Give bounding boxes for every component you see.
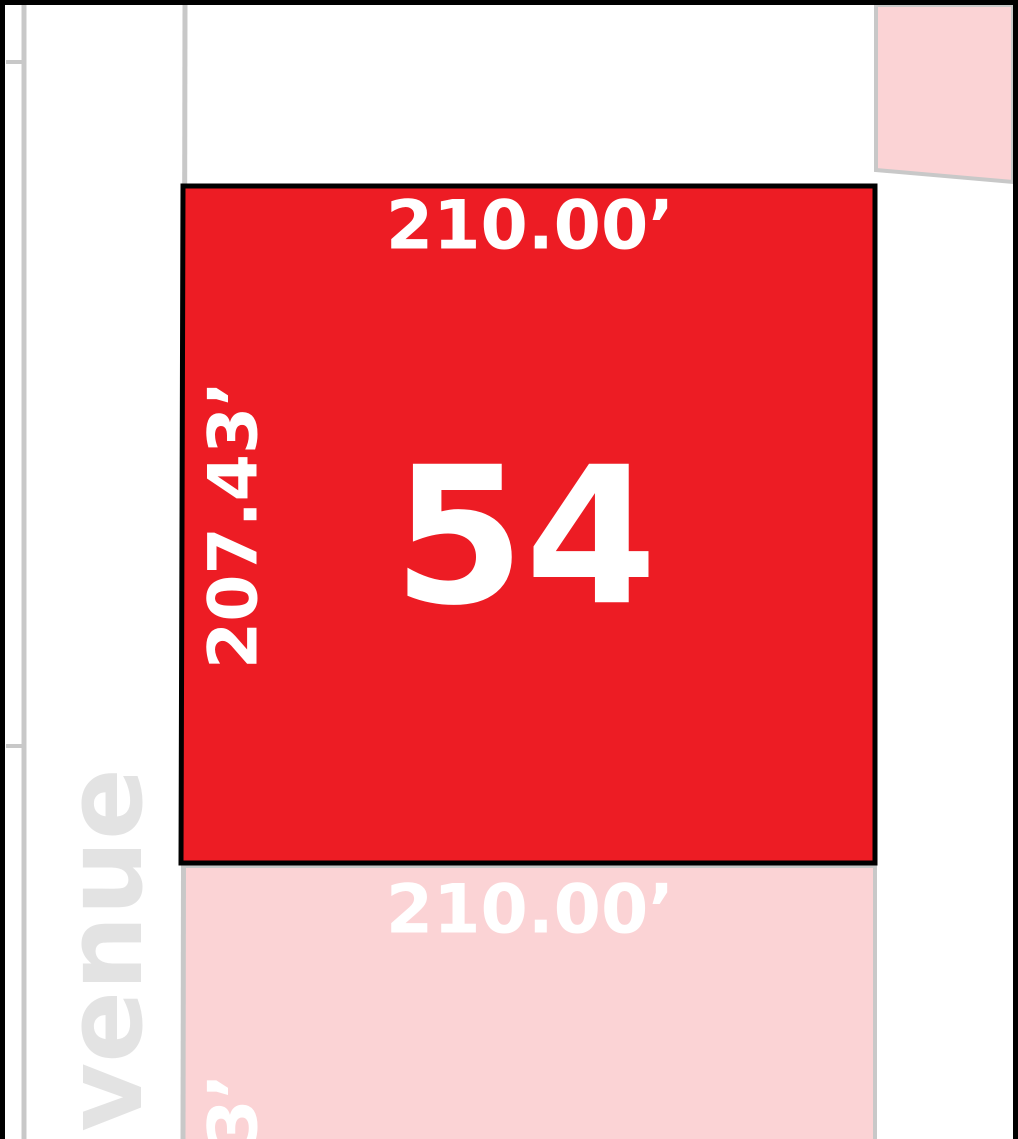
lot-54 bbox=[178, 183, 878, 866]
neighbor-depth: 3’ bbox=[195, 1073, 274, 1139]
lot-frontage: 210.00’ bbox=[386, 187, 674, 266]
lot-depth: 207.43’ bbox=[195, 381, 274, 669]
neighbor-frontage: 210.00’ bbox=[386, 871, 674, 950]
neighbor-lot-top-right bbox=[874, 3, 1015, 185]
neighbor-lot-bottom bbox=[181, 864, 877, 1139]
lot-number: 54 bbox=[393, 426, 657, 647]
street-name: venue bbox=[43, 768, 166, 1132]
